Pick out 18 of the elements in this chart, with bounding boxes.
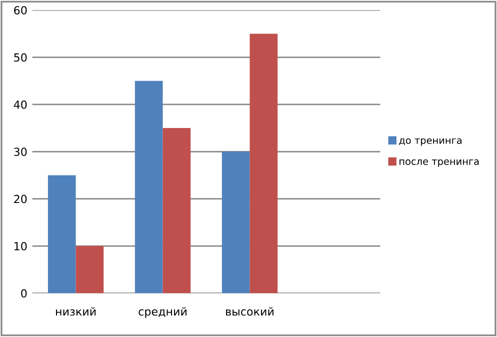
x-tick-label: высокий	[226, 307, 274, 316]
y-tick-label: 0	[21, 289, 27, 298]
bar	[250, 34, 278, 294]
bar	[162, 128, 191, 294]
y-tick-label: 60	[14, 6, 27, 14]
y-tick-label: 40	[14, 100, 27, 109]
x-tick-label: низкий	[56, 307, 96, 316]
bar	[48, 175, 76, 294]
y-tick-label: 10	[14, 242, 27, 250]
y-tick-label: 50	[14, 53, 27, 62]
bar	[134, 80, 163, 294]
bar	[222, 152, 250, 294]
y-tick-label: 20	[14, 194, 27, 204]
x-tick-label: средний	[138, 307, 186, 318]
bar	[76, 246, 104, 294]
legend-label: после тренинга	[400, 159, 479, 167]
y-tick-label: 30	[14, 148, 27, 156]
legend-label: до тренинга	[399, 138, 462, 146]
